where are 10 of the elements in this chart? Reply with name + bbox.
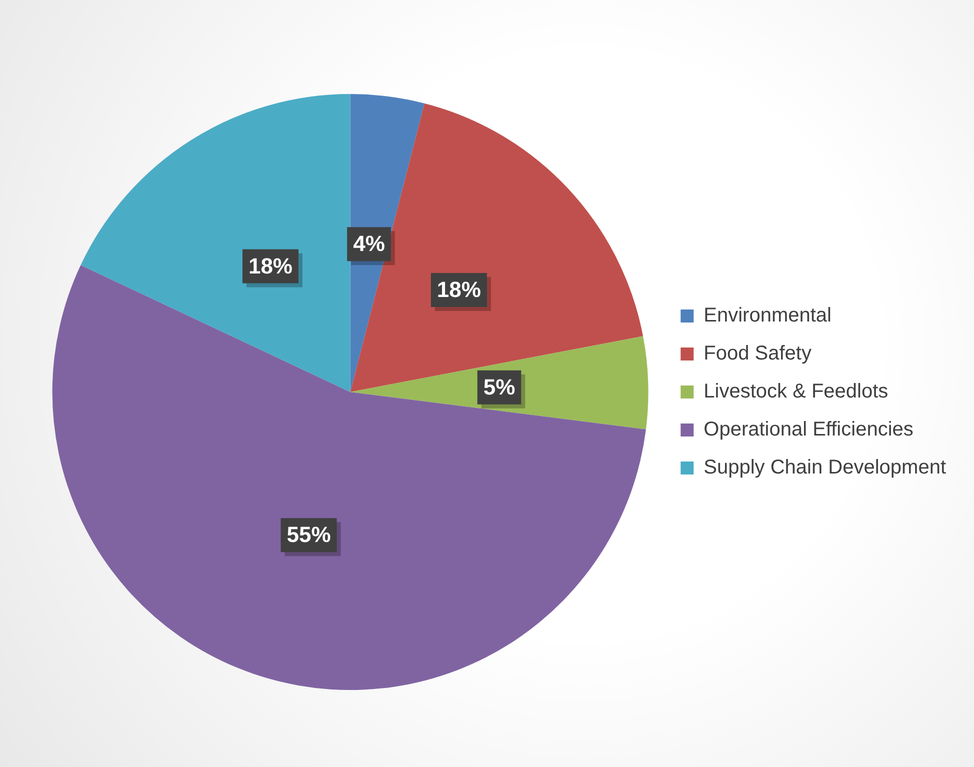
legend-label: Livestock & Feedlots — [704, 380, 888, 403]
data-label: 18% — [436, 277, 481, 302]
data-label: 4% — [353, 231, 385, 256]
data-label: 18% — [248, 253, 293, 278]
data-label: 55% — [286, 522, 331, 548]
legend-label: Supply Chain Development — [704, 456, 946, 479]
legend-label: Environmental — [704, 304, 832, 327]
data-label: 5% — [483, 374, 516, 400]
legend-label: Operational Efficiencies — [704, 418, 914, 441]
legend-label: Food Safety — [704, 342, 812, 365]
